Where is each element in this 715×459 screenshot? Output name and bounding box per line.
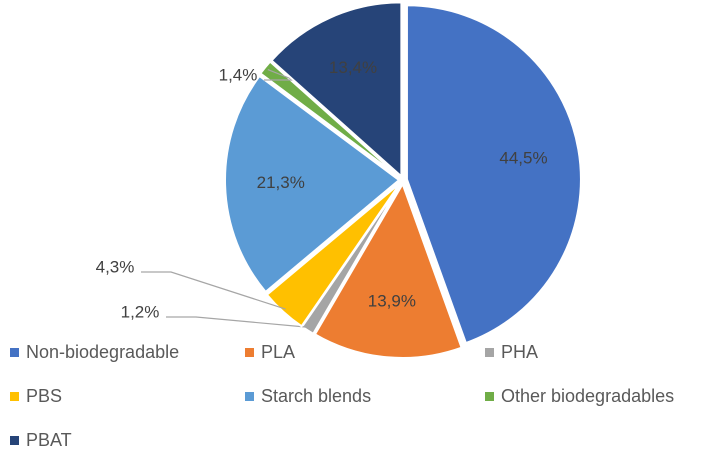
- data-label: 21,3%: [257, 173, 305, 192]
- data-label: 4,3%: [96, 257, 135, 276]
- legend-label: PLA: [261, 342, 295, 362]
- legend-label: PBAT: [26, 430, 72, 450]
- legend: Non-biodegradable PLA PHA PBS Starch blends O…: [10, 342, 674, 450]
- legend-swatch: [245, 348, 254, 357]
- pie-slice: [405, 4, 582, 345]
- data-label: 13,9%: [368, 291, 416, 310]
- data-label: 1,4%: [219, 65, 258, 84]
- pie-slice: [270, 1, 403, 179]
- legend-swatch: [10, 436, 19, 445]
- legend-swatch: [245, 392, 254, 401]
- legend-swatch: [10, 392, 19, 401]
- leader-line: [166, 316, 310, 328]
- legend-label: Other biodegradables: [501, 386, 674, 406]
- legend-swatch: [485, 392, 494, 401]
- legend-swatch: [485, 348, 494, 357]
- data-label: 44,5%: [499, 148, 547, 167]
- legend-label: PBS: [26, 386, 62, 406]
- pie-slice: [224, 74, 401, 294]
- legend-swatch: [10, 348, 19, 357]
- legend-label: PHA: [501, 342, 538, 362]
- leader-line: [141, 271, 286, 310]
- legend-label: Non-biodegradable: [26, 342, 179, 362]
- pie-slice: [259, 60, 401, 179]
- legend-label: Starch blends: [261, 386, 371, 406]
- pie-slice: [265, 182, 402, 328]
- data-label: 1,2%: [121, 302, 160, 321]
- pie-slice: [313, 181, 463, 359]
- data-label: 13,4%: [329, 58, 377, 77]
